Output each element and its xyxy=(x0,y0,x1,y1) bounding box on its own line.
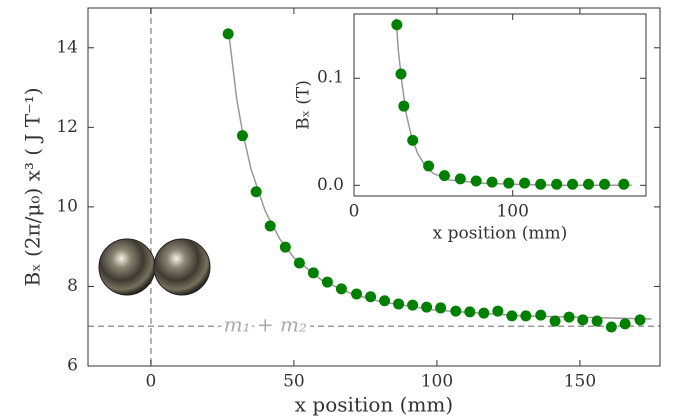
data-point xyxy=(279,241,291,253)
data-point xyxy=(435,302,447,314)
magnet-photo xyxy=(98,238,211,296)
annotation: m₁ + m₂ xyxy=(224,313,307,337)
data-point xyxy=(506,310,518,322)
data-point xyxy=(236,130,248,142)
data-point xyxy=(618,178,630,190)
data-point xyxy=(591,315,603,327)
data-point xyxy=(391,19,403,31)
y-tick-label: 14 xyxy=(56,37,78,57)
data-point xyxy=(599,178,611,190)
magnet-sphere xyxy=(98,238,156,296)
data-point xyxy=(293,257,305,269)
y-axis-label: Bₓ (T) xyxy=(294,80,314,130)
data-point xyxy=(470,175,482,187)
data-point xyxy=(549,315,561,327)
x-tick-label: 150 xyxy=(564,372,596,392)
data-point xyxy=(365,291,377,303)
data-point xyxy=(407,134,419,146)
x-tick-label: 100 xyxy=(421,372,453,392)
data-point xyxy=(583,178,595,190)
data-point xyxy=(520,310,532,322)
magnet-sphere xyxy=(153,238,211,296)
data-point xyxy=(423,160,435,172)
y-tick-label: 0.0 xyxy=(317,175,344,195)
axes-frame xyxy=(87,7,661,367)
data-point xyxy=(407,299,419,311)
data-point xyxy=(478,307,490,319)
data-point xyxy=(222,28,234,40)
data-point xyxy=(464,306,476,318)
data-point xyxy=(379,295,391,307)
data-point xyxy=(454,173,466,185)
inset-plot: 0 100 0.0 0.1 x position (mm) Bₓ (T) xyxy=(294,13,647,244)
axes-frame xyxy=(353,13,647,197)
data-point xyxy=(264,220,276,232)
data-point xyxy=(438,170,450,182)
data-point xyxy=(563,311,575,323)
y-tick-label: 8 xyxy=(67,276,78,296)
y-tick-label: 0.1 xyxy=(317,68,344,88)
data-point xyxy=(567,178,579,190)
data-point xyxy=(519,177,531,189)
x-tick-label: 50 xyxy=(283,372,305,392)
data-point xyxy=(486,176,498,188)
y-tick-label: 12 xyxy=(56,117,78,137)
data-point xyxy=(535,178,547,190)
x-axis-label: x position (mm) xyxy=(295,393,453,417)
data-point xyxy=(551,178,563,190)
y-tick-label: 10 xyxy=(56,196,78,216)
x-axis-label: x position (mm) xyxy=(433,224,568,244)
data-point xyxy=(395,68,407,80)
data-point xyxy=(634,314,646,326)
y-tick-label: 6 xyxy=(67,356,78,376)
data-point xyxy=(307,267,319,279)
data-point xyxy=(335,283,347,295)
data-point xyxy=(492,305,504,317)
data-point xyxy=(605,321,617,333)
data-point xyxy=(535,309,547,321)
y-axis-label: Bₓ (2π/μ₀) x³ ( J T⁻¹) xyxy=(21,87,45,286)
data-point xyxy=(421,301,433,313)
data-point xyxy=(250,186,262,198)
data-point xyxy=(398,100,410,112)
data-point xyxy=(450,305,462,317)
data-point xyxy=(503,177,515,189)
data-point xyxy=(577,314,589,326)
data-point xyxy=(393,298,405,310)
x-tick-label: 100 xyxy=(496,202,528,222)
x-tick-label: 0 xyxy=(349,202,360,222)
data-point xyxy=(351,288,363,300)
x-tick-label: 0 xyxy=(146,372,157,392)
data-point xyxy=(619,318,631,330)
data-point xyxy=(321,276,333,288)
